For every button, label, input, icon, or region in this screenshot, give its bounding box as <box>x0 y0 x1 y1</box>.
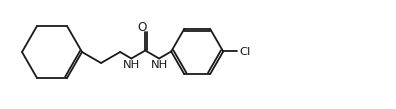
Text: Cl: Cl <box>240 47 251 56</box>
Text: NH: NH <box>150 60 168 70</box>
Text: O: O <box>137 21 147 34</box>
Text: NH: NH <box>123 60 140 70</box>
